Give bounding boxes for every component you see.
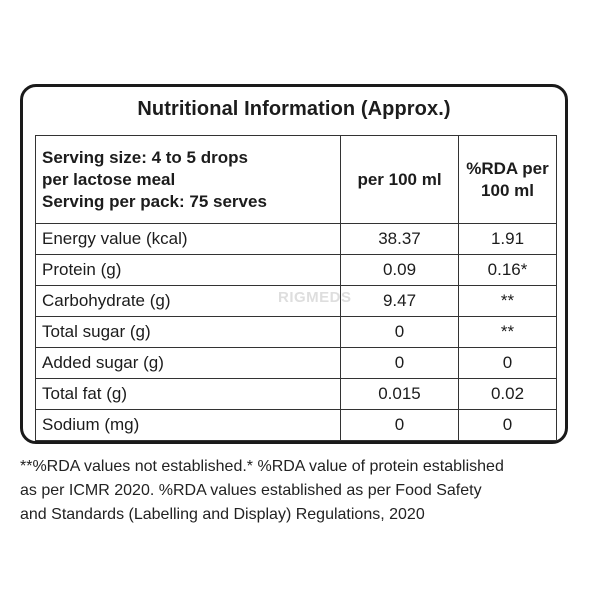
footnote-line: and Standards (Labelling and Display) Re… [20,506,425,523]
nutrition-table: Serving size: 4 to 5 drops per lactose m… [35,135,557,441]
table-row: Total sugar (g) 0 ** [35,316,557,348]
table-row: Carbohydrate (g) 9.47 ** [35,285,557,317]
per-100ml-header: per 100 ml [340,135,459,224]
serving-size-text: Serving size: 4 to 5 drops [42,147,248,167]
per-100ml-value: 0.015 [340,378,459,410]
footnote: **%RDA values not established.* %RDA val… [20,455,580,527]
rda-value: ** [458,316,557,348]
panel-title: Nutritional Information (Approx.) [137,98,451,120]
nutrient-label: Added sugar (g) [35,347,341,379]
table-row: Sodium (mg) 0 0 [35,409,557,441]
rda-value: 0.02 [458,378,557,410]
nutrition-panel: Nutritional Information (Approx.) Servin… [20,84,568,444]
rda-value: 0 [458,409,557,441]
per-100ml-value: 9.47 [340,285,459,317]
nutrient-label: Total fat (g) [35,378,341,410]
table-row: Added sugar (g) 0 0 [35,347,557,379]
per-100ml-value: 38.37 [340,223,459,255]
footnote-line: **%RDA values not established.* %RDA val… [20,458,504,475]
serving-per-pack-text: Serving per pack: 75 serves [42,191,267,211]
rda-header: %RDA per 100 ml [458,135,557,224]
per-100ml-value: 0 [340,347,459,379]
rda-value: 0 [458,347,557,379]
nutrient-label: Energy value (kcal) [35,223,341,255]
table-row: Protein (g) 0.09 0.16* [35,254,557,286]
nutrient-label: Protein (g) [35,254,341,286]
table-row: Total fat (g) 0.015 0.02 [35,378,557,410]
watermark-logo: RIGMEDS [278,289,352,306]
per-100ml-value: 0 [340,316,459,348]
per-100ml-value: 0.09 [340,254,459,286]
footnote-line: as per ICMR 2020. %RDA values establishe… [20,482,482,499]
nutrient-label: Sodium (mg) [35,409,341,441]
table-row: Energy value (kcal) 38.37 1.91 [35,223,557,255]
serving-meal-text: per lactose meal [42,169,176,189]
serving-info-header: Serving size: 4 to 5 drops per lactose m… [35,135,341,224]
rda-value: ** [458,285,557,317]
table-header-row: Serving size: 4 to 5 drops per lactose m… [35,135,557,224]
rda-value: 0.16* [458,254,557,286]
nutrient-label: Total sugar (g) [35,316,341,348]
per-100ml-value: 0 [340,409,459,441]
rda-value: 1.91 [458,223,557,255]
nutrient-label: Carbohydrate (g) [35,285,341,317]
